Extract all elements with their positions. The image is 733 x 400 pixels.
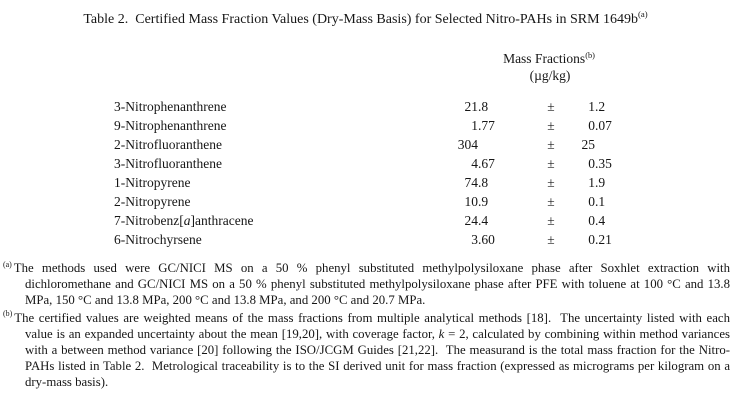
text-part: 3-Nitrophenanthrene bbox=[114, 99, 227, 114]
table-rows: 3-Nitrophenanthrene 21.8 ±1.2 9-Nitrophenan… bbox=[114, 97, 627, 249]
column-header-footnote-marker: (b) bbox=[585, 50, 595, 60]
value-fraction: .8 bbox=[478, 175, 489, 190]
value-fraction: .8 bbox=[478, 99, 489, 114]
uncertainty-integer: 1 bbox=[588, 175, 595, 190]
footnote: (b) The certified values are weighted mea… bbox=[3, 310, 730, 391]
text-part: = 2, calculated by combining within meth… bbox=[25, 326, 733, 390]
uncertainty-fraction: .9 bbox=[595, 175, 606, 190]
table-row: 7-Nitrobenz[a]anthracene 24.4 ±0.4 bbox=[114, 211, 627, 230]
uncertainty-fraction: .2 bbox=[595, 99, 606, 114]
value-fraction: .77 bbox=[478, 118, 495, 133]
table-title: Table 2. Certified Mass Fraction Values … bbox=[0, 9, 733, 29]
table-row: 2-Nitropyrene 10.9 ±0.1 bbox=[114, 192, 627, 211]
value-fraction: .9 bbox=[478, 194, 489, 209]
table-row: 6-Nitrochyrsene 3.60 ±0.21 bbox=[114, 230, 627, 249]
value-integer: 10 bbox=[464, 194, 479, 209]
table-title-footnote-marker: (a) bbox=[638, 9, 648, 20]
compound-name: 6-Nitrochyrsene bbox=[114, 230, 454, 249]
value-integer: 304 bbox=[457, 137, 478, 152]
compound-name: 3-Nitrofluoranthene bbox=[114, 154, 454, 173]
column-header-units: (µg/kg) bbox=[529, 68, 571, 83]
text-part: 9-Nitrophenanthrene bbox=[114, 118, 227, 133]
value-fraction: .67 bbox=[478, 156, 495, 171]
compound-name: 2-Nitropyrene bbox=[114, 192, 454, 211]
uncertainty-integer: 0 bbox=[588, 213, 595, 228]
uncertainty-integer: 0 bbox=[588, 118, 595, 133]
uncertainty-fraction: .4 bbox=[595, 213, 606, 228]
value-fraction: .60 bbox=[478, 232, 495, 247]
table-row: 3-Nitrophenanthrene 21.8 ±1.2 bbox=[114, 97, 627, 116]
footnote-marker: (b) bbox=[3, 309, 13, 319]
footnote-marker: (a) bbox=[3, 259, 12, 269]
column-header-label: Mass Fractions bbox=[503, 51, 586, 66]
uncertainty-fraction bbox=[595, 135, 627, 154]
text-part: 1-Nitropyrene bbox=[114, 175, 191, 190]
uncertainty-fraction: .07 bbox=[595, 118, 612, 133]
text-part: 2-Nitropyrene bbox=[114, 194, 191, 209]
text-part: 2-Nitrofluoranthene bbox=[114, 137, 222, 152]
table-row: 2-Nitrofluoranthene 304 ±25 bbox=[114, 135, 627, 154]
table-title-text: Table 2. Certified Mass Fraction Values … bbox=[83, 12, 639, 27]
uncertainty-integer: 0 bbox=[588, 232, 595, 247]
value-fraction bbox=[478, 135, 502, 154]
compound-name: 3-Nitrophenanthrene bbox=[114, 97, 454, 116]
column-header-mass-fractions: Mass Fractions(b) (µg/kg) bbox=[440, 50, 660, 84]
text-part: 7-Nitrobenz[ bbox=[114, 213, 184, 228]
compound-name: 1-Nitropyrene bbox=[114, 173, 454, 192]
value-integer: 3 bbox=[471, 232, 478, 247]
plus-minus-sign: ± bbox=[547, 175, 555, 190]
table-row: 9-Nitrophenanthrene 1.77 ±0.07 bbox=[114, 116, 627, 135]
uncertainty-fraction: .21 bbox=[595, 232, 612, 247]
compound-name: 9-Nitrophenanthrene bbox=[114, 116, 454, 135]
footnote: (a) The methods used were GC/NICI MS on a… bbox=[3, 260, 730, 309]
uncertainty-integer: 1 bbox=[588, 99, 595, 114]
plus-minus-sign: ± bbox=[547, 156, 555, 171]
text-part: The methods used were GC/NICI MS on a 50… bbox=[13, 261, 733, 308]
plus-minus-sign: ± bbox=[547, 118, 555, 133]
table-row: 1-Nitropyrene 74.8 ±1.9 bbox=[114, 173, 627, 192]
text-part: The certified values are weighted means … bbox=[14, 310, 733, 341]
footnotes: (a) The methods used were GC/NICI MS on a… bbox=[3, 260, 730, 392]
text-part: ]anthracene bbox=[190, 213, 254, 228]
table-row: 3-Nitrofluoranthene 4.67 ±0.35 bbox=[114, 154, 627, 173]
plus-minus-sign: ± bbox=[547, 232, 555, 247]
text-part: k bbox=[438, 326, 445, 341]
text-part: a bbox=[183, 213, 191, 228]
value-fraction: .4 bbox=[478, 213, 489, 228]
value-integer: 21 bbox=[464, 99, 479, 114]
plus-minus-sign: ± bbox=[547, 137, 555, 152]
text-part: 6-Nitrochyrsene bbox=[114, 232, 202, 247]
text-part: 3-Nitrofluoranthene bbox=[114, 156, 222, 171]
value-integer: 24 bbox=[464, 213, 479, 228]
uncertainty-integer: 25 bbox=[581, 137, 596, 152]
uncertainty-integer: 0 bbox=[588, 156, 595, 171]
uncertainty-fraction: .35 bbox=[595, 156, 612, 171]
compound-name: 2-Nitrofluoranthene bbox=[114, 135, 454, 154]
plus-minus-sign: ± bbox=[547, 213, 555, 228]
plus-minus-sign: ± bbox=[547, 99, 555, 114]
value-integer: 1 bbox=[471, 118, 478, 133]
uncertainty-integer: 0 bbox=[588, 194, 595, 209]
plus-minus-sign: ± bbox=[547, 194, 555, 209]
value-integer: 74 bbox=[464, 175, 479, 190]
value-integer: 4 bbox=[471, 156, 478, 171]
compound-name: 7-Nitrobenz[a]anthracene bbox=[114, 211, 454, 230]
uncertainty-fraction: .1 bbox=[595, 194, 606, 209]
column-header-line1: Mass Fractions(b) bbox=[440, 50, 660, 67]
